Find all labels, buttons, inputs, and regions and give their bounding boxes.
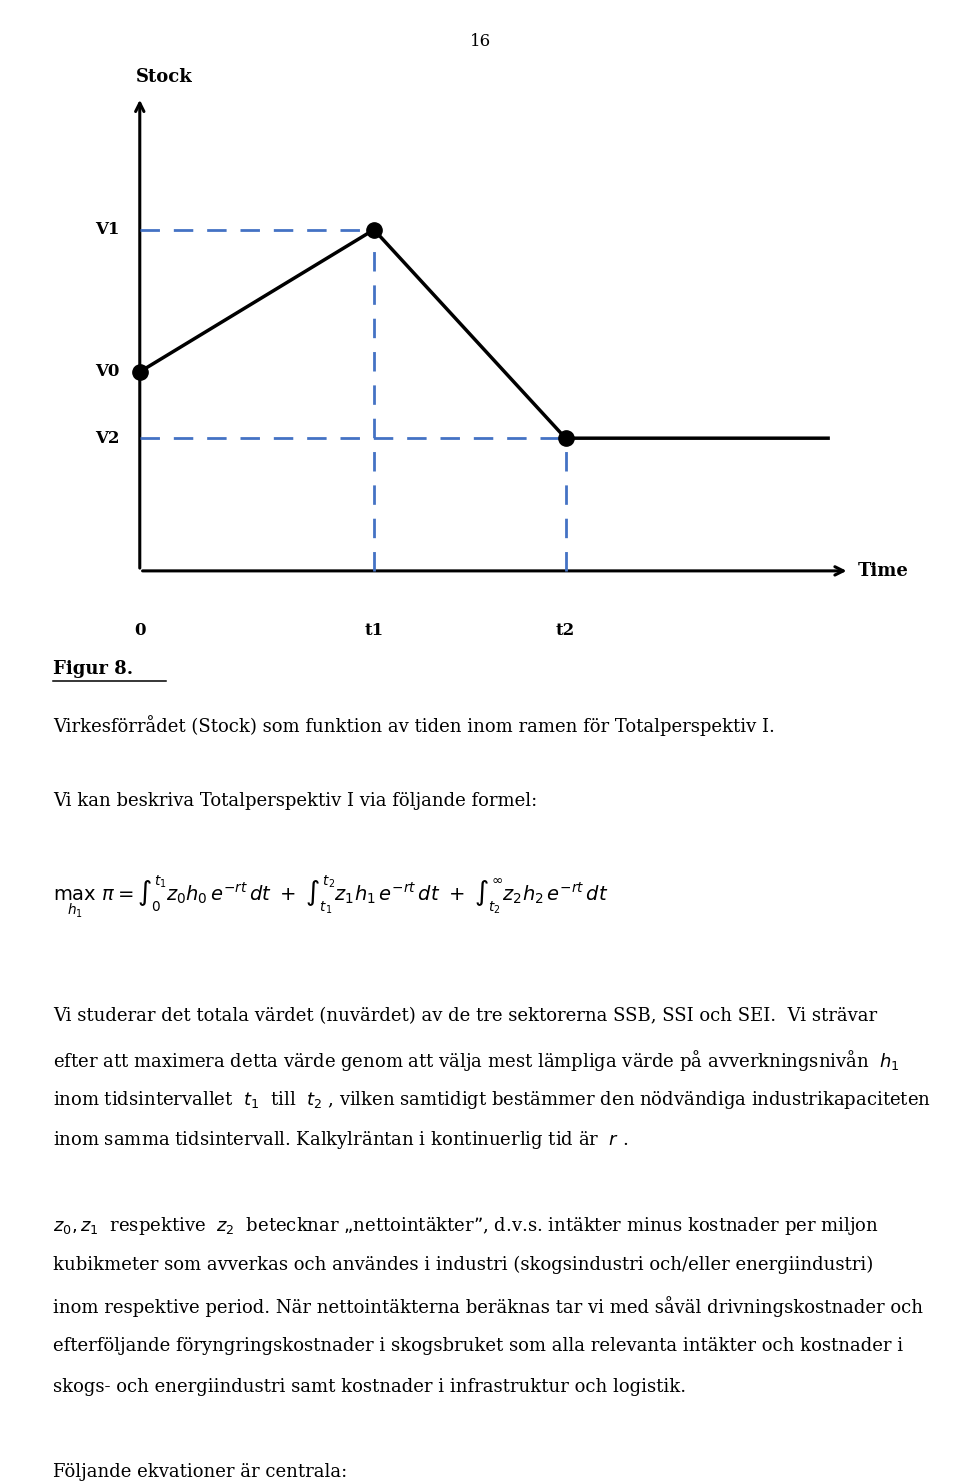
Text: Time: Time (857, 562, 908, 580)
Text: $\underset{h_1}{\max}\ \pi = \int_0^{t_1} z_0 h_0\, e^{-rt}\,dt\ +\ \int_{t_1}^{: $\underset{h_1}{\max}\ \pi = \int_0^{t_1… (53, 873, 609, 919)
Text: efterföljande föryngringskostnader i skogsbruket som alla relevanta intäkter och: efterföljande föryngringskostnader i sko… (53, 1338, 903, 1355)
Text: Virkesförrådet (Stock) som funktion av tiden inom ramen för Totalperspektiv I.: Virkesförrådet (Stock) som funktion av t… (53, 715, 775, 736)
Text: Vi kan beskriva Totalperspektiv I via följande formel:: Vi kan beskriva Totalperspektiv I via fö… (53, 792, 537, 810)
Text: Stock: Stock (135, 68, 193, 86)
Text: t1: t1 (365, 623, 383, 639)
Text: Vi studerar det totala värdet (nuvärdet) av de tre sektorerna SSB, SSI och SEI. : Vi studerar det totala värdet (nuvärdet)… (53, 1007, 876, 1025)
Text: V2: V2 (95, 430, 120, 446)
Text: kubikmeter som avverkas och användes i industri (skogsindustri och/eller energii: kubikmeter som avverkas och användes i i… (53, 1255, 873, 1274)
Text: Följande ekvationer är centrala:: Följande ekvationer är centrala: (53, 1462, 348, 1482)
Text: inom tidsintervallet  $t_1$  till  $t_2$ , vilken samtidigt bestämmer den nödvän: inom tidsintervallet $t_1$ till $t_2$ , … (53, 1089, 931, 1111)
Text: inom respektive period. När nettointäkterna beräknas tar vi med såväl drivningsk: inom respektive period. När nettointäkte… (53, 1296, 923, 1317)
Text: V1: V1 (95, 221, 120, 239)
Text: skogs- och energiindustri samt kostnader i infrastruktur och logistik.: skogs- och energiindustri samt kostnader… (53, 1378, 686, 1396)
Text: Figur 8.: Figur 8. (53, 660, 132, 678)
Text: V0: V0 (95, 363, 120, 380)
Text: inom samma tidsintervall. Kalkylräntan i kontinuerlig tid är  $r$ .: inom samma tidsintervall. Kalkylräntan i… (53, 1130, 628, 1151)
Text: 0: 0 (134, 623, 146, 639)
Text: $z_0, z_1$  respektive  $z_2$  betecknar „nettointäkter”, d.v.s. intäkter minus : $z_0, z_1$ respektive $z_2$ betecknar „n… (53, 1215, 878, 1237)
Text: t2: t2 (556, 623, 575, 639)
Text: 16: 16 (469, 33, 491, 49)
Text: efter att maximera detta värde genom att välja mest lämpliga värde på avverkning: efter att maximera detta värde genom att… (53, 1047, 900, 1072)
